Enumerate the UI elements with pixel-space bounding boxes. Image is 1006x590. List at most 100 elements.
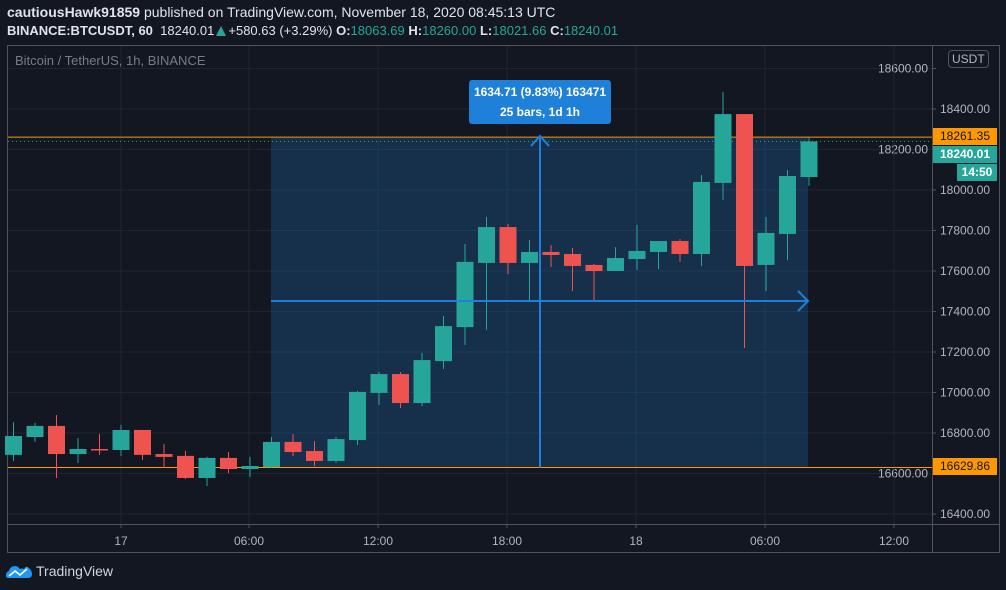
- price-tick-label: 17000.00: [940, 386, 990, 400]
- candle: [779, 169, 796, 261]
- open-label: O:: [336, 23, 351, 38]
- candle: [650, 241, 667, 269]
- price-tick-label: 18600.00: [878, 62, 928, 76]
- price-tick-label: 17600.00: [940, 264, 990, 278]
- candle-body: [306, 451, 323, 461]
- candle-body: [5, 436, 22, 455]
- candle: [177, 451, 194, 479]
- time-tick-label: 12:00: [879, 534, 909, 548]
- chart-frame: [7, 45, 1000, 553]
- measure-price-range: 1634.71 (9.83%) 163471: [473, 85, 607, 99]
- last-price-tag: 18240.01: [933, 146, 997, 163]
- candle: [800, 137, 818, 186]
- high-label: H:: [408, 23, 423, 38]
- arrow-up-icon: [530, 134, 550, 147]
- candle-body: [263, 441, 280, 468]
- low-label: L:: [479, 23, 493, 38]
- author[interactable]: cautiousHawk91859: [7, 4, 141, 20]
- candle: [585, 263, 603, 300]
- candle-body: [48, 425, 65, 455]
- candle-body: [499, 227, 517, 263]
- candle: [370, 372, 388, 406]
- candle-body: [478, 227, 495, 263]
- candle-body: [134, 429, 151, 455]
- time-tick-label: 12:00: [363, 534, 393, 548]
- symbol: BINANCE:BTCUSDT, 60: [7, 23, 153, 38]
- price-tick-label: 18200.00: [878, 143, 928, 157]
- time-tick-label: 17: [114, 534, 128, 548]
- upper-line-price-tag: 18261.35: [933, 128, 997, 145]
- price-tick-label: 18400.00: [940, 102, 990, 116]
- candle-body: [413, 360, 431, 404]
- candle-body: [392, 374, 409, 404]
- candle: [714, 91, 732, 200]
- candle: [521, 240, 538, 301]
- change: +580.63 (+3.29%): [228, 23, 333, 38]
- price-tick-label: 16400.00: [940, 507, 990, 521]
- candle: [69, 438, 87, 463]
- last-price: 18240.01: [160, 23, 215, 38]
- price-tick-label: 18000.00: [940, 183, 990, 197]
- arrow-right-icon: [797, 290, 810, 312]
- up-arrow-icon: [216, 26, 227, 36]
- close-value: 18240.01: [563, 23, 619, 38]
- candle-body: [564, 253, 581, 266]
- candle: [327, 437, 345, 463]
- publish-info: cautiousHawk91859 published on TradingVi…: [7, 4, 555, 20]
- countdown-tag: 14:50: [957, 164, 997, 181]
- candle: [435, 315, 452, 370]
- candle-body: [220, 457, 237, 470]
- candle-body: [542, 251, 560, 256]
- candle: [26, 422, 44, 442]
- candle: [91, 434, 108, 455]
- high-value: 18260.00: [422, 23, 477, 38]
- time-tick-label: 18: [629, 534, 643, 548]
- low-value: 18021.66: [492, 23, 547, 38]
- candle: [478, 216, 495, 330]
- candle-body: [435, 326, 452, 362]
- tradingview-logo[interactable]: TradingView: [6, 563, 113, 579]
- candle-body: [91, 448, 108, 451]
- candle-body: [521, 251, 538, 263]
- price-tick-label: 16800.00: [940, 426, 990, 440]
- candle-body: [349, 391, 366, 441]
- candle-body: [736, 114, 753, 266]
- candle-body: [628, 250, 646, 260]
- candle-body: [112, 429, 130, 451]
- candle: [736, 114, 753, 348]
- candle-body: [671, 241, 689, 254]
- candle-body: [370, 374, 388, 393]
- candle: [284, 434, 302, 457]
- open-value: 18063.69: [350, 23, 405, 38]
- candle-body: [779, 176, 796, 234]
- measure-bars-range: 25 bars, 1d 1h: [499, 105, 581, 119]
- candle: [693, 175, 710, 266]
- candle: [155, 443, 173, 469]
- candle: [198, 456, 216, 487]
- candle: [607, 247, 624, 271]
- candle-body: [26, 425, 44, 438]
- tradingview-cloud-icon: [6, 566, 32, 578]
- candle-body: [693, 181, 710, 254]
- tradingview-wordmark: TradingView: [36, 563, 114, 579]
- candle: [241, 456, 259, 477]
- time-tick-label: 18:00: [492, 534, 522, 548]
- candle-body: [327, 439, 345, 461]
- time-tick-label: 06:00: [750, 534, 780, 548]
- measure-label: 1634.71 (9.83%) 163471 25 bars, 1d 1h: [469, 80, 611, 124]
- ohlc-header: BINANCE:BTCUSDT, 60 18240.01 +580.63 (+3.…: [7, 23, 618, 38]
- time-tick-label: 06:00: [234, 534, 264, 548]
- candle-body: [650, 241, 667, 252]
- candle: [392, 372, 409, 409]
- candle-body: [177, 455, 194, 478]
- currency-button[interactable]: USDT: [948, 50, 989, 68]
- candle: [499, 224, 517, 275]
- publish-text: published on TradingView.com, November 1…: [140, 4, 556, 20]
- candle: [5, 422, 22, 461]
- candle: [628, 225, 646, 270]
- candle-body: [284, 441, 302, 453]
- candle: [112, 424, 130, 457]
- candle: [542, 245, 560, 267]
- candle: [306, 441, 323, 467]
